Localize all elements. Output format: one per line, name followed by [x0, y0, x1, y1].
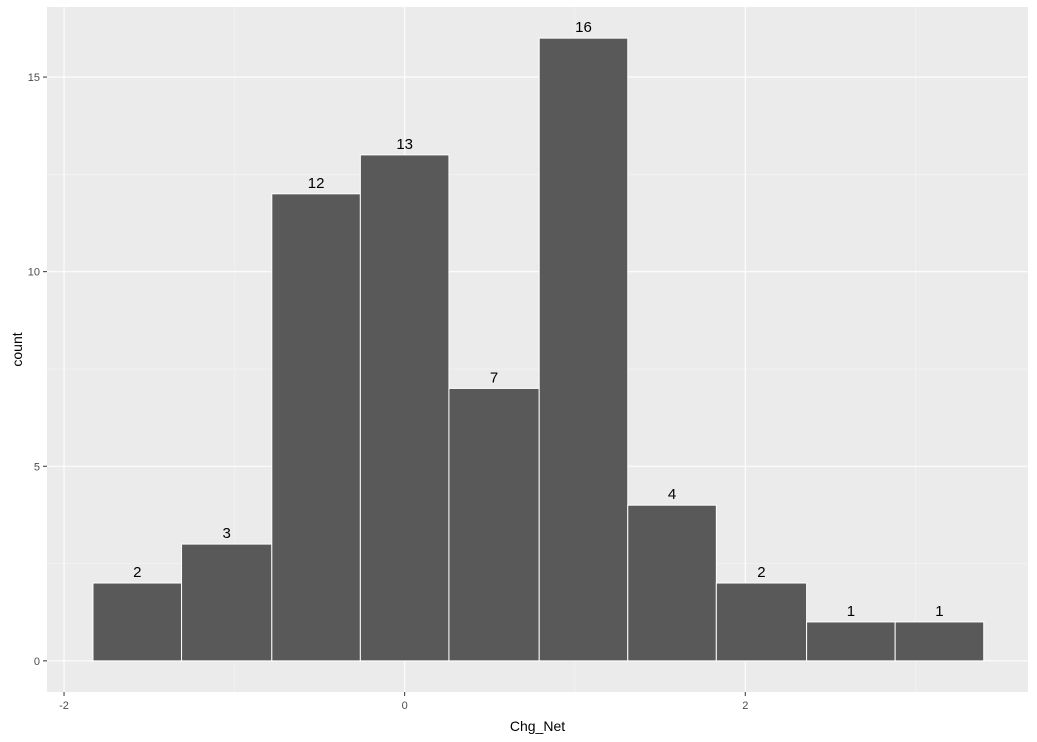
histogram-bar: [806, 621, 896, 662]
bar-count-label: 16: [575, 19, 592, 36]
histogram-bar: [627, 504, 717, 662]
bars: [92, 37, 985, 662]
bar-count-label: 4: [668, 486, 676, 503]
histogram-bar: [359, 154, 450, 662]
bar-count-label: 3: [223, 525, 231, 542]
bar-count-label: 12: [308, 175, 325, 192]
histogram-bar: [894, 621, 985, 662]
histogram-bar: [715, 582, 808, 662]
bar-count-label: 2: [757, 564, 765, 581]
bar-count-label: 1: [935, 603, 943, 620]
y-axis-title: count: [9, 332, 25, 366]
bar-count-label: 1: [847, 603, 855, 620]
y-tick-label: 10: [28, 267, 40, 279]
y-tick-label: 0: [34, 656, 40, 668]
y-tick-label: 5: [34, 461, 40, 473]
x-tick-label: 0: [402, 700, 408, 712]
x-tick-label: 2: [742, 700, 748, 712]
histogram-bar: [181, 543, 273, 662]
histogram-bar: [538, 37, 629, 662]
x-tick-label: -2: [59, 700, 69, 712]
bar-count-label: 13: [396, 136, 413, 153]
y-tick-label: 15: [28, 72, 40, 84]
x-axis-title: Chg_Net: [510, 718, 565, 734]
y-axis: 0 5 10 15: [28, 72, 47, 668]
histogram-bar: [92, 582, 183, 662]
histogram-bar: [448, 387, 540, 662]
bar-count-label: 7: [490, 369, 498, 386]
bar-count-label: 2: [133, 564, 141, 581]
x-axis: -2 0 2: [59, 692, 748, 712]
bar-count-labels: 2 3 12 13 7 16 4 2 1 1: [133, 19, 944, 620]
histogram-bar: [271, 193, 361, 662]
